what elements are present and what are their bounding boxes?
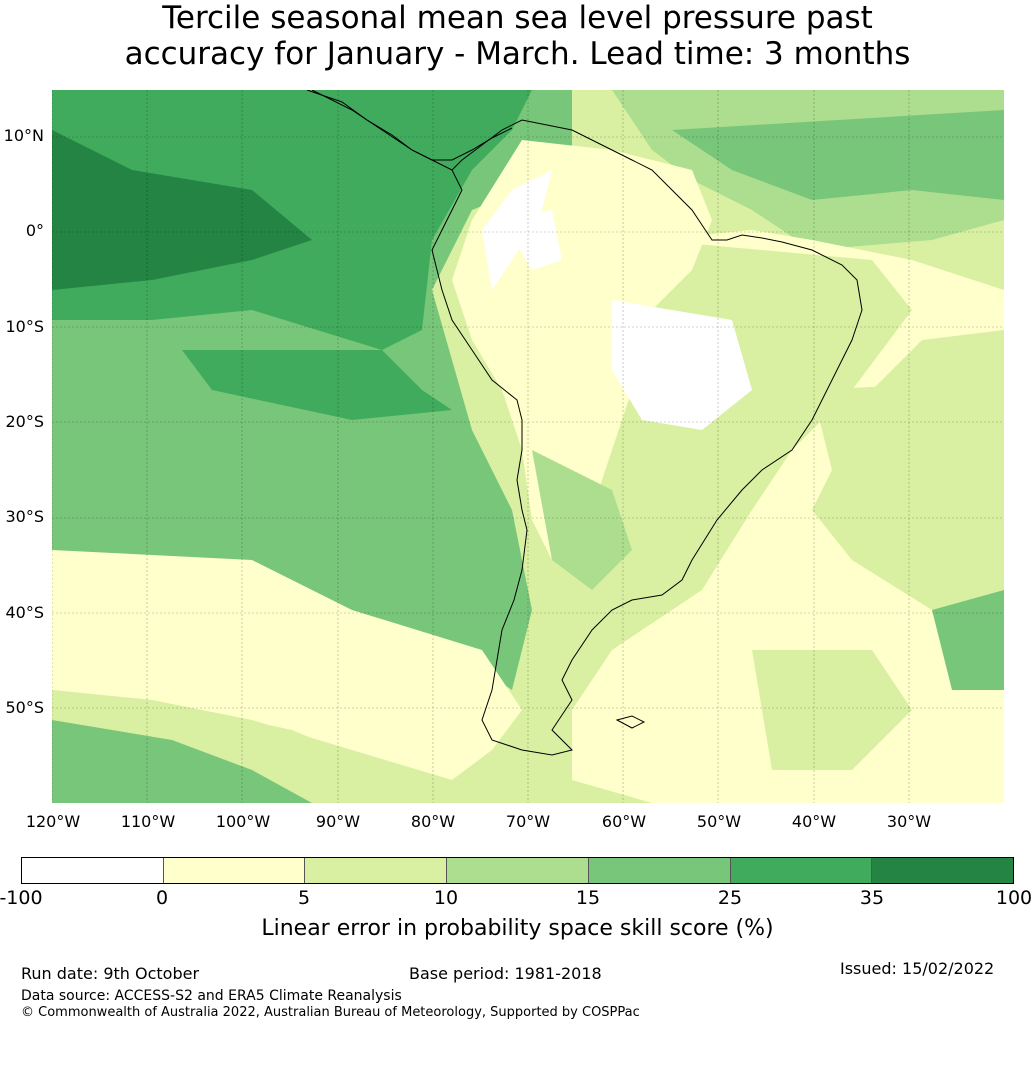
lon-label: 80°W (410, 812, 456, 831)
colorbar-segment (304, 858, 447, 883)
lon-label: 100°W (215, 812, 271, 831)
colorbar-tick: 5 (297, 887, 311, 909)
run-date: Run date: 9th October (21, 964, 200, 983)
lat-label: 40°S (5, 603, 44, 622)
graticule (52, 90, 1004, 803)
colorbar-segment (729, 858, 872, 883)
coastline-south-america (311, 90, 863, 756)
lat-label: 10°N (3, 126, 44, 145)
lat-label: 10°S (5, 317, 44, 336)
lon-label: 90°W (315, 812, 361, 831)
issued-date: Issued: 15/02/2022 (840, 959, 995, 978)
copyright: © Commonwealth of Australia 2022, Austra… (21, 1005, 640, 1020)
lon-label: 30°W (886, 812, 932, 831)
lon-label: 70°W (505, 812, 551, 831)
colorbar-tick: 25 (717, 887, 743, 909)
chart-title-line-1: Tercile seasonal mean sea level pressure… (162, 0, 873, 36)
colorbar-label: Linear error in probability space skill … (261, 916, 774, 941)
skill-map (52, 90, 1004, 803)
coastline-central-america (306, 90, 513, 161)
colorbar-segment (162, 858, 305, 883)
base-period: Base period: 1981-2018 (409, 964, 602, 983)
map-canvas (52, 90, 1004, 803)
colorbar (21, 857, 1014, 884)
colorbar-tick: 0 (155, 887, 169, 909)
lon-label: 60°W (601, 812, 647, 831)
chart-title-line-2: accuracy for January - March. Lead time:… (124, 36, 911, 72)
colorbar-tick: 35 (859, 887, 885, 909)
colorbar-segment (587, 858, 730, 883)
colorbar-tick: 10 (433, 887, 459, 909)
lat-label: 50°S (5, 698, 44, 717)
coastline-falklands (615, 715, 646, 729)
lat-label: 0° (25, 221, 44, 240)
colorbar-segment (446, 858, 588, 883)
lon-label: 120°W (25, 812, 81, 831)
lon-label: 110°W (120, 812, 176, 831)
lat-label: 30°S (5, 507, 44, 526)
skill-shading (52, 90, 1004, 803)
colorbar-tick: 15 (575, 887, 601, 909)
lat-label: 20°S (5, 412, 44, 431)
data-source: Data source: ACCESS-S2 and ERA5 Climate … (21, 988, 402, 1004)
lon-label: 50°W (696, 812, 742, 831)
colorbar-segment (22, 858, 163, 883)
colorbar-segment (871, 858, 1014, 883)
colorbar-tick: -100 (0, 887, 43, 909)
colorbar-tick: 100 (995, 887, 1033, 909)
lon-label: 40°W (791, 812, 837, 831)
